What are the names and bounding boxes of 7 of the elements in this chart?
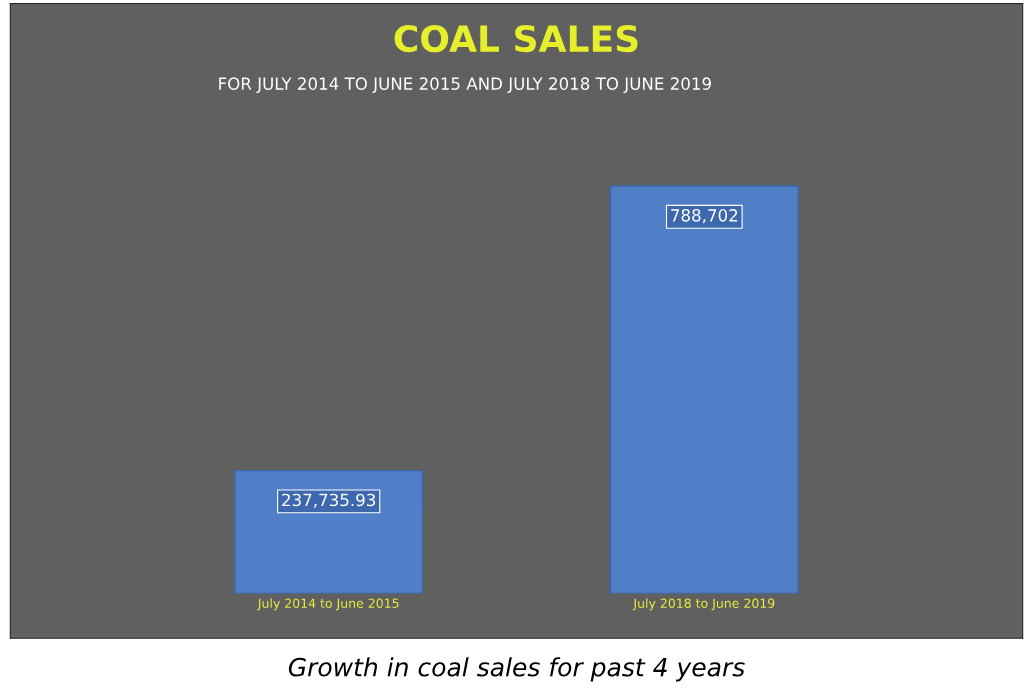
text: Growth in coal sales for past 4 years [288,657,745,682]
chart-subtitle: FOR JULY 2014 TO JUNE 2015 AND JULY 2018 TO JUNE 2019 [219,77,711,94]
data-label: 237,735.93 [282,493,376,508]
chart-title: COAL SALES [394,24,638,53]
data-label: 788,702 [671,209,738,224]
x-tick-label: July 2018 to June 2019 [632,598,775,611]
x-tick-label: July 2014 to June 2015 [257,598,399,611]
